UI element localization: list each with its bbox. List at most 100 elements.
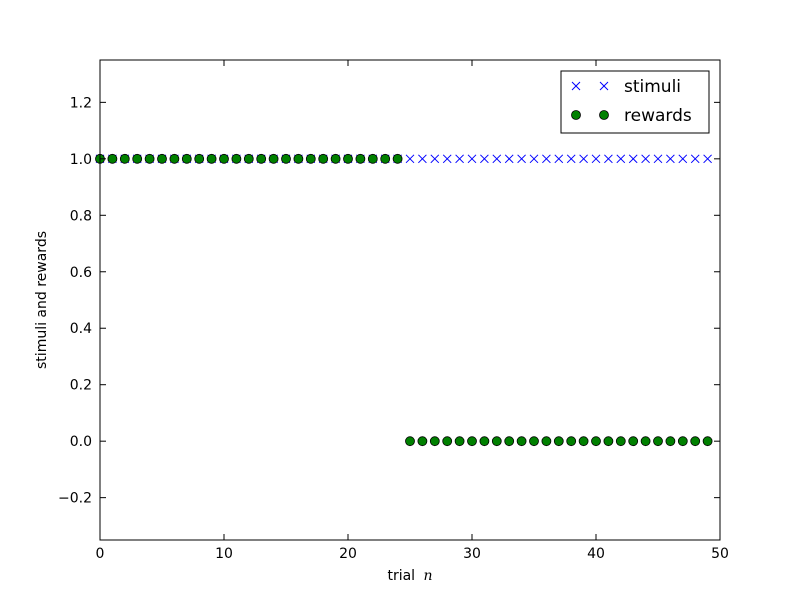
y-tick-label: 0.6 [70,265,92,281]
rewards-point [355,153,366,164]
stimuli-point [628,154,638,164]
rewards-point [256,153,267,164]
rewards-point [479,436,490,447]
legend-marker [599,81,609,91]
x-axis-label-math: n [424,568,433,584]
rewards-point [194,153,205,164]
rewards-point [144,153,155,164]
rewards-point [119,153,130,164]
stimuli-point [405,154,415,164]
rewards-point [690,436,701,447]
stimuli-point [591,154,601,164]
rewards-point [417,436,428,447]
rewards-point [281,153,291,164]
plot-frame [99,59,721,541]
rewards-point [591,436,601,447]
rewards-point [553,436,564,447]
stimuli-point [467,154,477,164]
x-axis-label: trial n [387,568,432,584]
rewards-point [318,153,329,164]
rewards-point [392,153,403,164]
stimuli-point [678,154,688,164]
stimuli-point [554,154,564,164]
rewards-point [107,153,118,164]
rewards-point [491,436,502,447]
rewards-point [293,153,304,164]
rewards-point [181,153,192,164]
y-tick-label: 0.4 [70,321,92,337]
rewards-point [653,436,663,447]
stimuli-point [430,154,440,164]
rewards-point [504,436,515,447]
rewards-point [405,436,415,447]
rewards-point [665,436,676,447]
x-tick-label: 20 [339,546,357,562]
rewards-point [429,436,440,447]
stimuli-point [604,154,613,164]
legend-box [560,70,710,134]
rewards-point [516,436,527,447]
stimuli-point [418,154,427,164]
rewards-point [578,436,589,447]
rewards-point [132,153,143,164]
y-tick-label: 0.2 [70,378,92,394]
stimuli-point [566,154,576,164]
x-tick-label: 0 [96,546,105,562]
y-tick-label: 0.8 [70,208,92,224]
stimuli-point [641,154,650,164]
rewards-point [615,436,626,447]
rewards-point [677,436,688,447]
rewards-point [305,153,316,164]
legend-label: stimuli [624,77,681,97]
legend-label: rewards [624,106,692,126]
series-rewards [95,153,713,447]
rewards-point [454,436,465,447]
rewards-point [640,436,651,447]
legend-item-rewards: rewards [571,106,692,126]
plot-marks [95,153,713,447]
rewards-point [442,436,453,447]
rewards-point [219,153,229,164]
stimuli-point [492,154,502,164]
stimuli-point [666,154,675,164]
rewards-point [169,153,180,164]
rewards-point [367,153,378,164]
rewards-point [603,436,614,447]
y-axis-label: stimuli and rewards [34,231,50,369]
stimuli-point [504,154,514,164]
y-tick-label: 0.0 [70,434,92,450]
y-tick-label: 1.2 [70,95,92,111]
stimuli-point [455,154,464,164]
y-tick-label: −0.2 [58,491,92,507]
stimuli-point [703,154,712,164]
stimuli-point [616,154,626,164]
rewards-point [330,153,341,164]
x-tick-label: 10 [215,546,233,562]
rewards-point [157,153,167,164]
rewards-point [268,153,279,164]
legend: stimuli rewards [560,70,710,134]
stimuli-point [529,154,539,164]
legend-marker [571,110,581,120]
legend-item-stimuli: stimuli [571,77,681,97]
stimuli-point [579,154,588,164]
stimuli-point [542,154,551,164]
stimuli-point [517,154,526,164]
rewards-point [467,436,477,447]
rewards-point [628,436,639,447]
rewards-point [206,153,217,164]
rewards-point [566,436,577,447]
rewards-point [231,153,242,164]
axis-ticks: 0 10 20 30 40 50 −0.2 0.0 0.2 0.4 0.6 0.8 1.0 1.2 [58,60,729,562]
rewards-point [529,436,539,447]
rewards-point [541,436,552,447]
stimuli-point [480,154,489,164]
legend-marker [599,110,609,120]
x-tick-label: 50 [711,546,729,562]
x-tick-label: 30 [463,546,481,562]
rewards-point [702,436,713,447]
x-axis-label-text: trial [387,568,415,584]
stimuli-point [653,154,663,164]
legend-marker [571,81,581,91]
